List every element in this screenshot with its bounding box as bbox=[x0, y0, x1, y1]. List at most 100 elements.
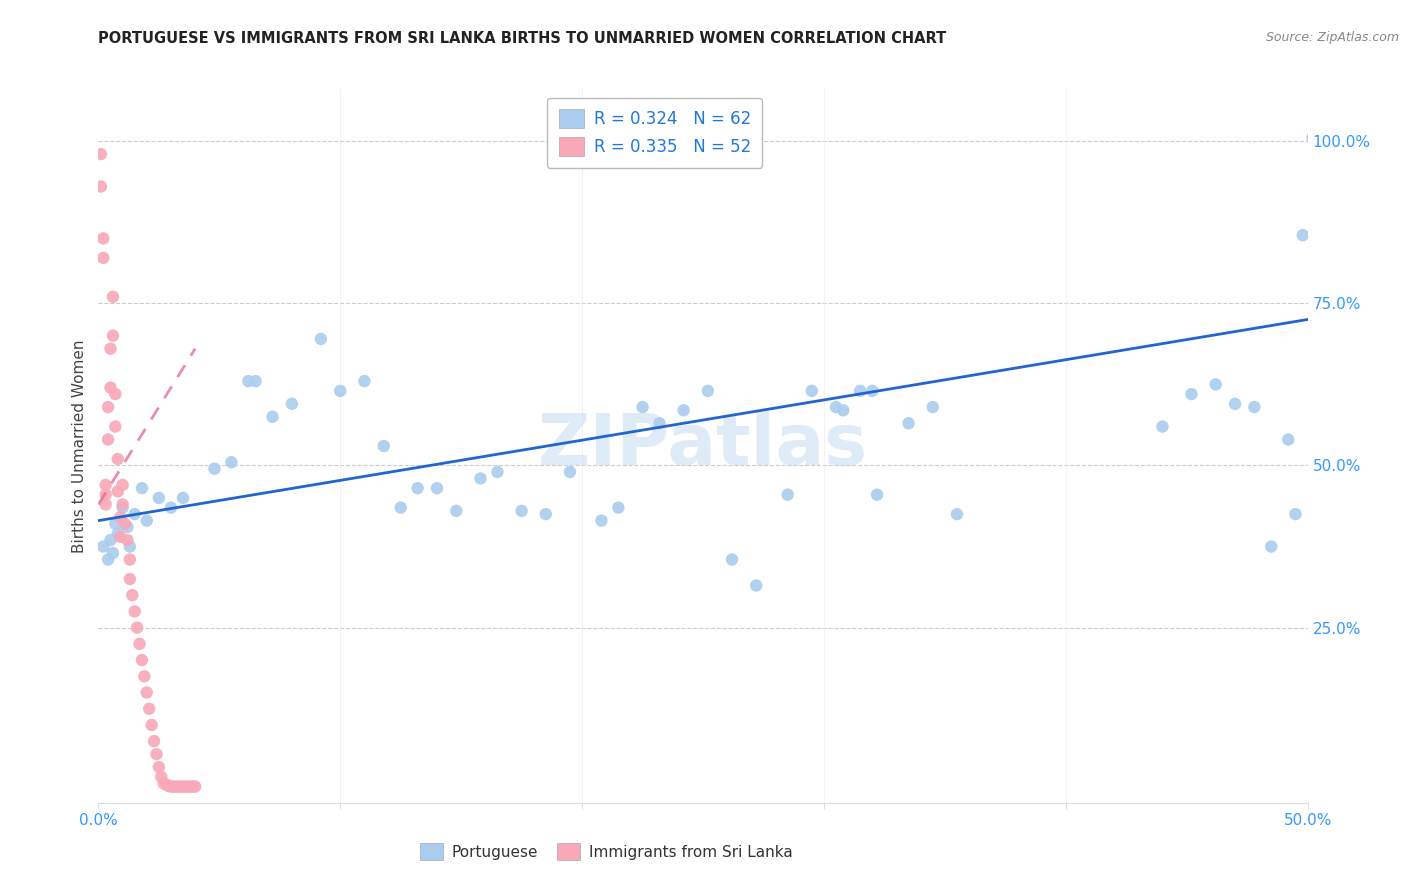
Point bbox=[696, 384, 718, 398]
Point bbox=[97, 552, 120, 566]
Point bbox=[262, 409, 284, 424]
Point bbox=[631, 400, 654, 414]
Legend: Portuguese, Immigrants from Sri Lanka: Portuguese, Immigrants from Sri Lanka bbox=[413, 837, 799, 866]
Point bbox=[157, 779, 180, 793]
Point bbox=[148, 491, 170, 505]
Point bbox=[177, 780, 200, 794]
Point bbox=[1180, 387, 1202, 401]
Point bbox=[155, 778, 177, 792]
Point bbox=[184, 780, 207, 794]
Point bbox=[1284, 507, 1306, 521]
Point bbox=[90, 179, 112, 194]
Point bbox=[104, 419, 127, 434]
Point bbox=[1243, 400, 1265, 414]
Point bbox=[353, 374, 375, 388]
Point bbox=[1260, 540, 1282, 554]
Point bbox=[94, 488, 117, 502]
Point bbox=[100, 533, 122, 547]
Point bbox=[672, 403, 695, 417]
Point bbox=[179, 780, 201, 794]
Point bbox=[127, 621, 149, 635]
Point bbox=[825, 400, 848, 414]
Point bbox=[97, 400, 120, 414]
Point bbox=[107, 526, 129, 541]
Point bbox=[426, 481, 449, 495]
Point bbox=[141, 718, 163, 732]
Point bbox=[174, 780, 197, 794]
Point bbox=[389, 500, 412, 515]
Point bbox=[121, 588, 143, 602]
Point bbox=[107, 452, 129, 467]
Point bbox=[104, 387, 127, 401]
Point bbox=[135, 514, 157, 528]
Text: PORTUGUESE VS IMMIGRANTS FROM SRI LANKA BIRTHS TO UNMARRIED WOMEN CORRELATION CH: PORTUGUESE VS IMMIGRANTS FROM SRI LANKA … bbox=[98, 31, 946, 46]
Point bbox=[124, 507, 146, 521]
Point bbox=[148, 760, 170, 774]
Point bbox=[143, 734, 166, 748]
Point bbox=[1277, 433, 1299, 447]
Point bbox=[135, 685, 157, 699]
Point bbox=[181, 780, 204, 794]
Point bbox=[124, 604, 146, 618]
Point bbox=[921, 400, 943, 414]
Point bbox=[486, 465, 509, 479]
Point bbox=[238, 374, 260, 388]
Point bbox=[101, 290, 124, 304]
Point bbox=[111, 478, 134, 492]
Point bbox=[721, 552, 744, 566]
Point bbox=[117, 533, 139, 547]
Point bbox=[117, 520, 139, 534]
Point bbox=[107, 484, 129, 499]
Point bbox=[245, 374, 267, 388]
Point bbox=[134, 669, 156, 683]
Point bbox=[91, 251, 114, 265]
Point bbox=[94, 497, 117, 511]
Point bbox=[152, 776, 174, 790]
Point bbox=[138, 702, 160, 716]
Point bbox=[128, 637, 150, 651]
Text: ZIPatlas: ZIPatlas bbox=[538, 411, 868, 481]
Point bbox=[90, 147, 112, 161]
Point bbox=[150, 770, 173, 784]
Point bbox=[172, 491, 194, 505]
Point bbox=[897, 417, 920, 431]
Point bbox=[118, 552, 141, 566]
Point bbox=[111, 497, 134, 511]
Point bbox=[406, 481, 429, 495]
Point bbox=[221, 455, 243, 469]
Point bbox=[281, 397, 304, 411]
Text: Source: ZipAtlas.com: Source: ZipAtlas.com bbox=[1265, 31, 1399, 45]
Point bbox=[1292, 228, 1315, 243]
Point bbox=[165, 780, 187, 794]
Point bbox=[558, 465, 581, 479]
Point bbox=[97, 433, 120, 447]
Point bbox=[100, 342, 122, 356]
Point bbox=[104, 516, 127, 531]
Point bbox=[832, 403, 855, 417]
Point bbox=[1301, 131, 1323, 145]
Point bbox=[114, 516, 136, 531]
Point bbox=[591, 514, 613, 528]
Point bbox=[101, 328, 124, 343]
Point bbox=[145, 747, 167, 761]
Point bbox=[607, 500, 630, 515]
Y-axis label: Births to Unmarried Women: Births to Unmarried Women bbox=[72, 339, 87, 553]
Point bbox=[309, 332, 332, 346]
Point bbox=[946, 507, 969, 521]
Point bbox=[1205, 377, 1227, 392]
Point bbox=[169, 780, 191, 794]
Point bbox=[108, 530, 131, 544]
Point bbox=[101, 546, 124, 560]
Point bbox=[100, 381, 122, 395]
Point bbox=[800, 384, 823, 398]
Point bbox=[160, 500, 183, 515]
Point bbox=[118, 540, 141, 554]
Point bbox=[849, 384, 872, 398]
Point bbox=[204, 461, 226, 475]
Point bbox=[172, 780, 194, 794]
Point bbox=[776, 488, 799, 502]
Point bbox=[534, 507, 557, 521]
Point bbox=[446, 504, 468, 518]
Point bbox=[470, 471, 492, 485]
Point bbox=[510, 504, 533, 518]
